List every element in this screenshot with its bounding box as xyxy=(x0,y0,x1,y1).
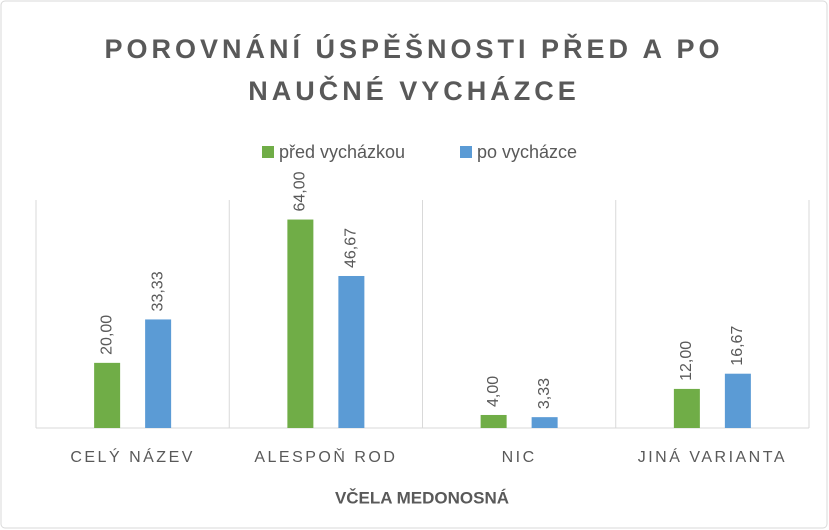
x-tick-label: ALESPOŇ ROD xyxy=(254,447,397,466)
legend-label: před vycházkou xyxy=(279,142,405,162)
data-label: 12,00 xyxy=(678,341,695,381)
data-label: 4,00 xyxy=(485,376,502,407)
bar xyxy=(338,275,365,428)
data-label: 33,33 xyxy=(149,271,166,311)
bar xyxy=(531,417,558,428)
x-axis-title: VČELA MEDONOSNÁ xyxy=(335,488,509,507)
legend-swatch xyxy=(460,146,472,158)
bar xyxy=(145,319,172,428)
data-label: 46,67 xyxy=(343,228,360,268)
legend-label: po vycházce xyxy=(477,142,577,162)
chart-title: POROVNÁNÍ ÚSPĚŠNOSTI PŘED A PO NAUČNÉ VY… xyxy=(104,34,724,106)
bar xyxy=(287,219,314,428)
x-tick-label: NIC xyxy=(502,449,537,466)
bar xyxy=(673,388,700,428)
bar xyxy=(480,414,507,428)
data-label: 3,33 xyxy=(536,378,553,409)
bar xyxy=(94,362,121,428)
data-label: 16,67 xyxy=(729,326,746,366)
bar xyxy=(724,373,751,428)
data-label: 20,00 xyxy=(98,315,115,355)
x-tick-label: CELÝ NÁZEV xyxy=(70,447,195,466)
data-label: 64,00 xyxy=(292,171,309,211)
legend-swatch xyxy=(262,146,274,158)
x-tick-label: JINÁ VARIANTA xyxy=(638,447,787,466)
